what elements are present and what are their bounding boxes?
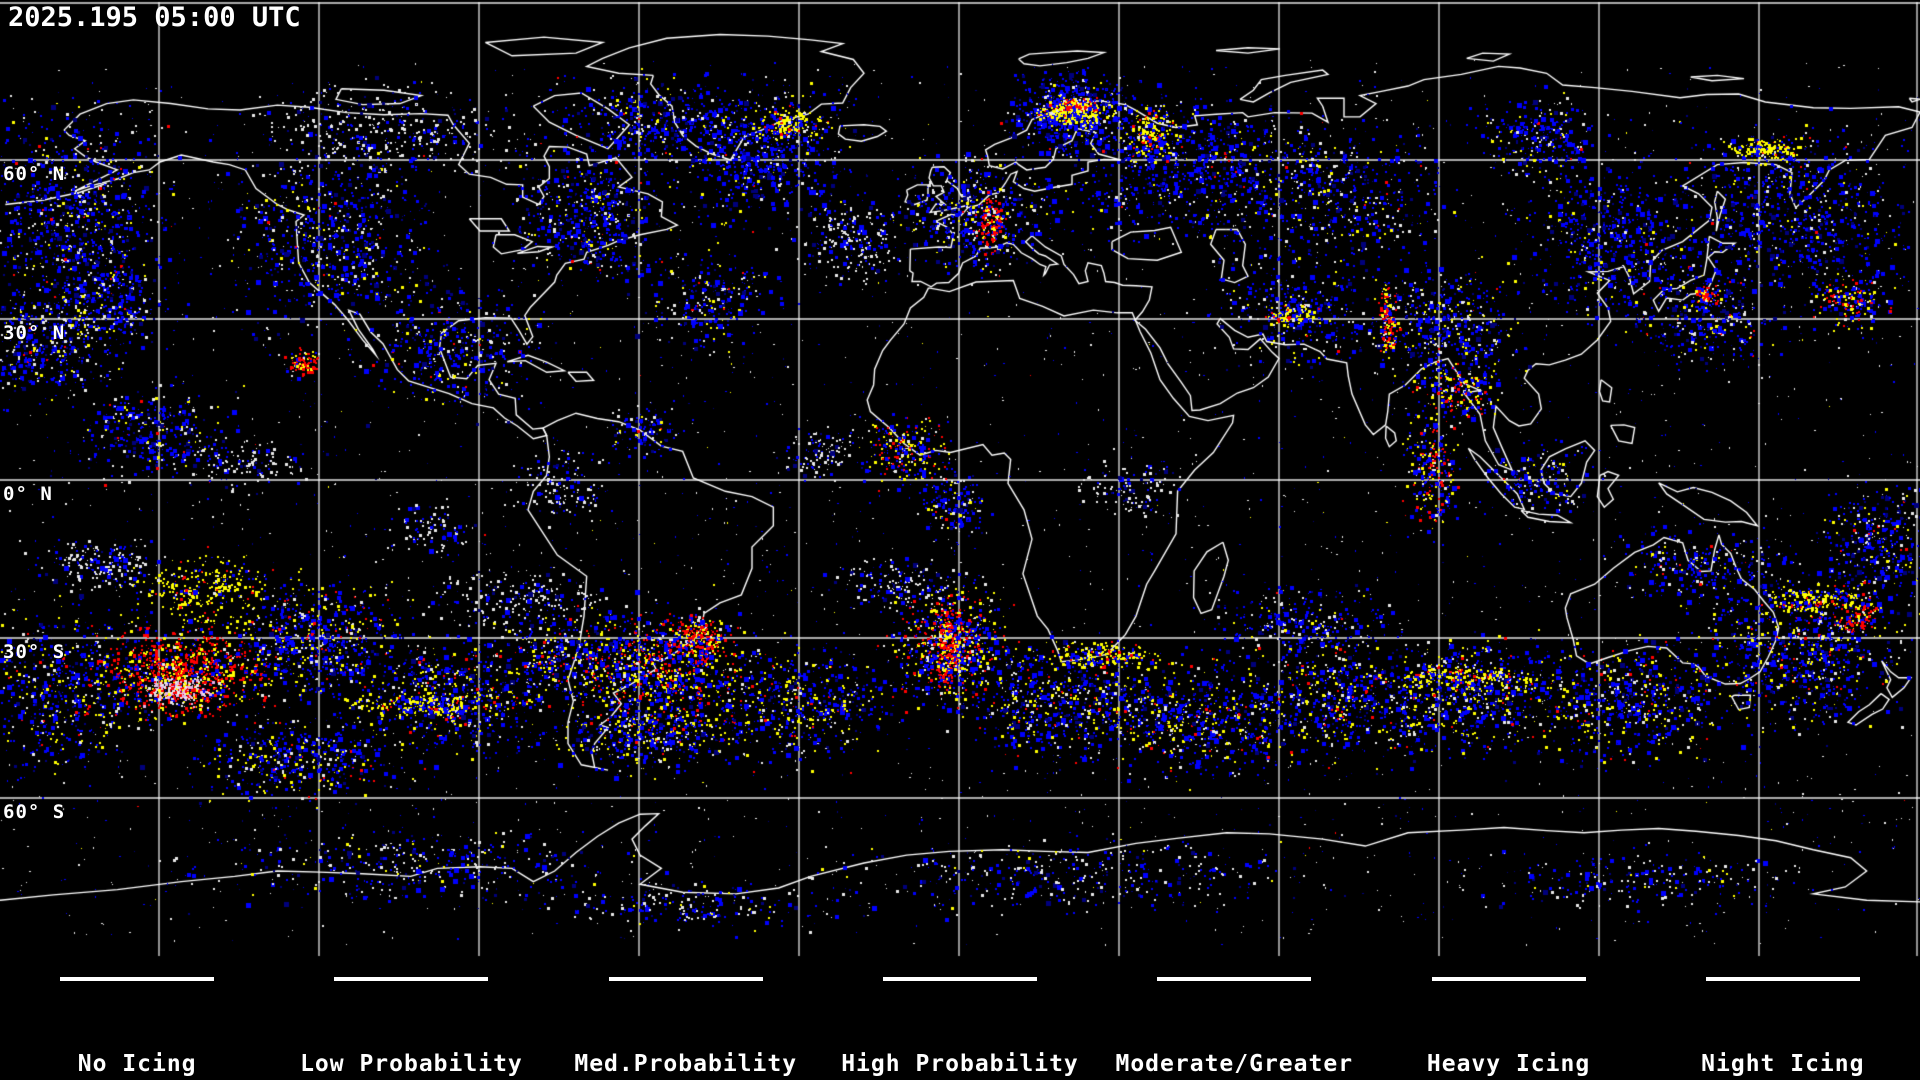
legend-item-low-probability: Low Probability of Light Icing — [274, 958, 548, 1080]
legend-item-med-probability: Med.Probability of Light Icing — [549, 958, 823, 1080]
lat-label-30s: 30° S — [3, 641, 66, 663]
lat-label-30n: 30° N — [3, 322, 66, 344]
legend-swatch-night-icing — [1705, 977, 1860, 981]
legend-label-line1: Med.Probability — [574, 1051, 798, 1077]
icing-map-canvas — [0, 0, 1920, 958]
legend-swatch-low-probability — [334, 977, 489, 981]
legend-label-line1: Moderate/Greater — [1115, 1051, 1354, 1077]
legend-label-line1: Heavy Icing — [1426, 1051, 1591, 1077]
lat-label-60n: 60° N — [3, 163, 66, 185]
legend-label-line1: No Icing — [77, 1051, 197, 1077]
legend-label-line1: Low Probability — [300, 1051, 523, 1077]
legend-item-no-icing: No Icing Retrieval — [0, 958, 274, 1080]
lat-label-0n: 0° N — [3, 483, 53, 505]
legend-swatch-med-probability — [608, 977, 763, 981]
legend-item-night-icing: Night Icing — [1646, 958, 1920, 1080]
legend-item-heavy-icing: Heavy Icing — [1371, 958, 1645, 1080]
legend-bar: No Icing Retrieval Low Probability of Li… — [0, 958, 1920, 1080]
legend-item-high-probability: High Probability of Light Icing — [823, 958, 1097, 1080]
timestamp: 2025.195 05:00 UTC — [8, 2, 301, 33]
lat-label-60s: 60° S — [3, 801, 66, 823]
legend-item-moderate-greater: Moderate/Greater Icing Likely — [1097, 958, 1371, 1080]
legend-label-line1: Night Icing — [1701, 1051, 1865, 1077]
legend-label-line1: High Probability — [841, 1051, 1079, 1077]
legend-swatch-high-probability — [882, 977, 1037, 981]
world-icing-map: 2025.195 05:00 UTC 60° N 30° N 0° N 30° … — [0, 0, 1920, 958]
legend-swatch-heavy-icing — [1431, 977, 1586, 981]
legend-swatch-no-icing — [60, 977, 215, 981]
legend-swatch-moderate-greater — [1157, 977, 1312, 981]
